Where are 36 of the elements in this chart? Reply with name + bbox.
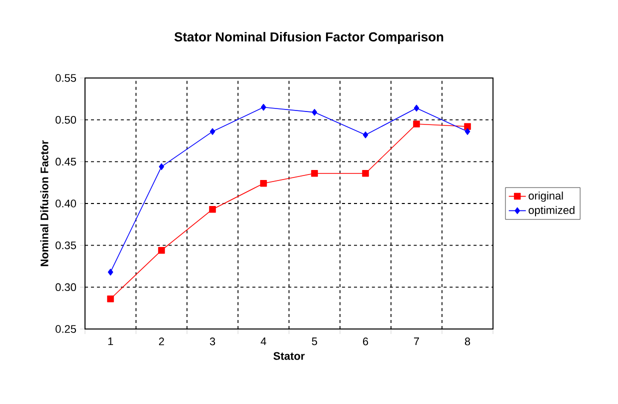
x-tick-label: 1 bbox=[108, 338, 114, 346]
point bbox=[362, 132, 368, 138]
point bbox=[464, 123, 471, 130]
x-axis-title: Stator bbox=[273, 352, 305, 360]
point bbox=[209, 206, 216, 213]
point bbox=[312, 108, 318, 116]
chart-title: Stator Nominal Difusion Factor Comparison bbox=[174, 32, 444, 44]
x-tick-label: 8 bbox=[464, 338, 470, 346]
point bbox=[413, 120, 420, 128]
point bbox=[107, 295, 114, 302]
y-tick-label: 0.30 bbox=[56, 283, 76, 292]
x-tick-label: 4 bbox=[260, 338, 266, 346]
point bbox=[210, 128, 216, 135]
y-tick-label: 0.40 bbox=[56, 200, 76, 208]
point bbox=[108, 268, 114, 276]
x-tick-label: 5 bbox=[312, 338, 318, 346]
x-tick-label: 2 bbox=[159, 338, 164, 346]
x-tick-label: 6 bbox=[363, 338, 368, 346]
point bbox=[158, 163, 164, 170]
y-tick-label: 0.35 bbox=[56, 241, 76, 250]
y-tick-label: 0.45 bbox=[56, 158, 76, 166]
y-axis-title: Nominal Difusion Factor bbox=[40, 140, 48, 266]
y-tick-label: 0.25 bbox=[56, 325, 76, 333]
y-tick-label: 0.55 bbox=[56, 74, 76, 82]
point bbox=[414, 104, 420, 112]
point bbox=[158, 246, 165, 254]
legend-label: original bbox=[528, 192, 563, 202]
point bbox=[260, 104, 266, 111]
x-tick-label: 3 bbox=[210, 338, 216, 346]
point bbox=[311, 170, 318, 177]
point bbox=[464, 128, 470, 135]
legend-label: optimized bbox=[528, 206, 574, 216]
y-tick-label: 0.50 bbox=[56, 116, 76, 124]
x-tick-label: 7 bbox=[414, 338, 420, 346]
point bbox=[362, 170, 369, 177]
point bbox=[260, 180, 267, 187]
